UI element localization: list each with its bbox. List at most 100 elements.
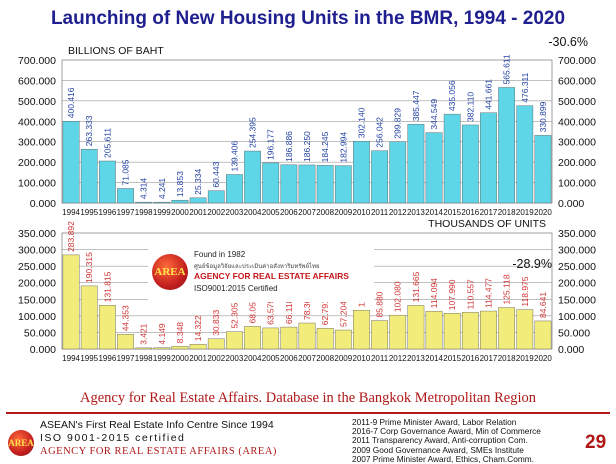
units-ytick-right: 300.000 (558, 245, 596, 257)
units-year-label: 2003 (226, 354, 244, 363)
units-bar (62, 254, 80, 350)
awards-list: 2011-9 Prime Minister Award, Labor Relat… (352, 417, 541, 464)
units-year-label: 2006 (280, 354, 298, 363)
baht-year-label: 2016 (461, 208, 479, 217)
units-year-label: 2000 (171, 354, 189, 363)
units-ytick-left: 300.000 (18, 245, 56, 257)
baht-year-label: 2012 (389, 208, 407, 217)
baht-bar (389, 141, 407, 204)
footer-tagline: ASEAN's First Real Estate Info Centre Si… (40, 419, 274, 431)
units-year-label: 2008 (316, 354, 334, 363)
baht-year-label: 1997 (117, 208, 135, 217)
baht-year-label: 2009 (334, 208, 352, 217)
baht-bar (425, 132, 443, 204)
baht-year-label: 2000 (171, 208, 189, 217)
baht-ytick-left: 0.000 (30, 198, 56, 210)
units-year-label: 2013 (407, 354, 425, 363)
baht-year-label: 1998 (135, 208, 153, 217)
units-bar (298, 322, 316, 350)
badge-founded: Found in 1982 (194, 250, 246, 259)
units-year-label: 1999 (153, 354, 171, 363)
units-bar (316, 327, 334, 350)
baht-ytick-right: 100.000 (558, 178, 596, 190)
units-value-label: 114.094 (429, 278, 439, 308)
baht-year-label: 2002 (207, 208, 225, 217)
baht-bar (171, 199, 189, 204)
baht-ytick-left: 200.000 (18, 157, 56, 169)
baht-year-label: 2011 (371, 208, 389, 217)
units-value-label: 131.665 (411, 271, 421, 302)
units-value-label: 84.641 (538, 292, 548, 318)
source-note: Agency for Real Estate Affairs. Database… (80, 390, 536, 406)
units-bar (498, 307, 515, 350)
baht-value-label: 186.886 (284, 131, 294, 162)
units-year-label: 2005 (262, 354, 280, 363)
units-value-label: 102.080 (393, 281, 403, 312)
units-bar (262, 327, 280, 350)
units-year-label: 2017 (480, 354, 498, 363)
baht-bar (316, 165, 334, 204)
units-value-label: 114.477 (483, 278, 493, 308)
units-year-label: 2011 (371, 354, 389, 363)
baht-unit-label: BILLIONS OF BAHT (68, 45, 164, 57)
baht-ytick-right: 200.000 (558, 157, 596, 169)
units-ytick-left: 250.000 (18, 261, 56, 273)
units-value-label: 78.364 (302, 294, 312, 320)
units-value-label: 68.052 (248, 297, 258, 323)
units-bar (99, 305, 116, 350)
baht-year-label: 2007 (298, 208, 316, 217)
baht-bar (461, 124, 479, 204)
award-item: 2016-7 Corp Governance Award, Min of Com… (352, 426, 541, 437)
units-year-label: 2001 (189, 354, 207, 363)
units-year-label: 1994 (62, 354, 80, 363)
baht-year-label: 2005 (262, 208, 280, 217)
units-bar (207, 338, 225, 350)
baht-year-label: 2014 (425, 208, 443, 217)
area-logo: AREA (152, 254, 188, 290)
baht-ytick-left: 600.000 (18, 75, 56, 87)
baht-bar (99, 160, 116, 204)
baht-year-label: 1995 (80, 208, 98, 217)
baht-bar (480, 112, 497, 204)
units-unit-label: THOUSANDS OF UNITS (428, 218, 546, 230)
baht-year-label: 2006 (280, 208, 298, 217)
baht-bar (353, 141, 370, 204)
units-value-label: 107.990 (447, 279, 457, 310)
units-value-label: 110.557 (465, 279, 475, 309)
baht-ytick-left: 300.000 (18, 137, 56, 149)
baht-ytick-left: 500.000 (18, 96, 56, 108)
footer-iso: ISO 9001-2015 certified (40, 432, 186, 444)
units-value-label: 30.833 (211, 310, 221, 336)
units-year-label: 1996 (98, 354, 116, 363)
units-bar (117, 334, 134, 350)
baht-bar (244, 150, 261, 204)
baht-value-label: 302.140 (356, 107, 366, 138)
award-item: 2007 Prime Minister Award, Ethics, Cham.… (352, 453, 534, 464)
baht-value-label: 4.241 (157, 178, 167, 200)
footer-logo: AREA (8, 430, 34, 456)
baht-bar (262, 162, 280, 204)
baht-bar (407, 124, 425, 204)
units-year-label: 2012 (389, 354, 407, 363)
units-bar (480, 310, 497, 350)
page-number: 29 (585, 432, 607, 453)
units-value-label: 57.204 (338, 301, 348, 327)
baht-value-label: 139.406 (229, 141, 239, 172)
units-value-label: 66.118 (284, 298, 294, 324)
units-bar (371, 320, 388, 350)
award-item: 2009 Good Governance Award, SMEs Institu… (352, 444, 524, 455)
baht-ytick-left: 400.000 (18, 116, 56, 128)
baht-value-label: 385.447 (411, 90, 421, 121)
baht-bar (153, 201, 171, 204)
units-value-label: 85.880 (375, 291, 385, 317)
units-ytick-left: 100.000 (18, 311, 56, 323)
baht-bar (135, 201, 153, 204)
units-year-label: 1995 (80, 354, 98, 363)
baht-ytick-left: 100.000 (18, 178, 56, 190)
baht-year-label: 2004 (244, 208, 262, 217)
units-value-label: 62.791 (320, 299, 330, 325)
baht-ytick-right: 300.000 (558, 137, 596, 149)
units-ytick-left: 350.000 (18, 228, 56, 240)
baht-bar (207, 190, 225, 204)
baht-value-label: 256.042 (375, 117, 385, 148)
